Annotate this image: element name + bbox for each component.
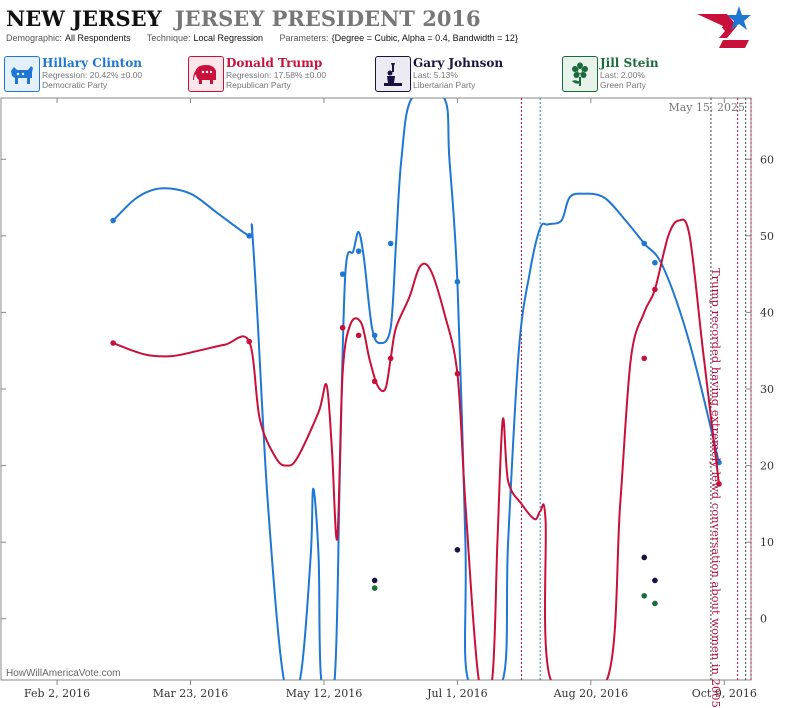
title-row: NEW JERSEY JERSEY PRESIDENT 2016: [6, 6, 706, 31]
candidate-card-johnson: Gary Johnson Last: 5.13% Libertarian Par…: [375, 56, 559, 92]
y-tick-label: 30: [760, 383, 774, 396]
y-tick-label: 10: [760, 536, 774, 549]
race-title: JERSEY PRESIDENT 2016: [174, 6, 481, 31]
parameters-label: Parameters:: [279, 33, 329, 43]
candidate-party: Republican Party: [226, 80, 291, 90]
data-point-hillary-clinton: [355, 248, 362, 254]
state-title: NEW JERSEY: [6, 6, 162, 31]
candidate-text-stein: Jill Stein Last: 2.00% Green Party: [600, 56, 659, 90]
date-stamp: May 15, 2025: [668, 101, 745, 114]
x-tick-label: Jul 1, 2016: [426, 687, 488, 700]
x-tick-label: Mar 23, 2016: [153, 687, 229, 700]
data-point-donald-trump: [355, 332, 362, 339]
candidate-text-johnson: Gary Johnson Last: 5.13% Libertarian Par…: [413, 56, 503, 90]
data-point-donald-trump: [454, 370, 461, 377]
candidate-party: Libertarian Party: [413, 80, 476, 90]
data-point-donald-trump: [387, 355, 394, 362]
event-annotation: Trump recorded having extremely lewd con…: [709, 268, 723, 708]
x-tick-label: Aug 20, 2016: [553, 687, 629, 700]
technique-value: Local Regression: [193, 33, 264, 43]
data-point-gary-johnson: [371, 577, 378, 584]
candidate-text-trump: Donald Trump Regression: 17.58% ±0.00 Re…: [226, 56, 326, 90]
site-logo-icon: [697, 6, 751, 48]
technique-label: Technique:: [146, 33, 191, 43]
flower-icon: [562, 56, 598, 92]
donkey-icon: [4, 56, 40, 92]
data-point-donald-trump: [339, 324, 346, 331]
y-tick-label: 0: [760, 613, 767, 626]
data-point-jill-stein: [641, 592, 648, 599]
data-point-donald-trump: [716, 481, 722, 487]
x-tick-label: Feb 2, 2016: [24, 687, 90, 700]
data-point-gary-johnson: [652, 577, 658, 584]
data-point-hillary-clinton: [246, 233, 253, 239]
series-line-donald-trump: [112, 218, 720, 680]
data-point-hillary-clinton: [339, 271, 346, 277]
site-watermark: HowWillAmericaVote.com: [6, 668, 121, 679]
y-tick-label: 60: [760, 153, 774, 166]
data-point-hillary-clinton: [454, 278, 461, 285]
candidate-stat: Regression: 20.42% ±0.00: [42, 70, 143, 80]
data-point-donald-trump: [652, 286, 658, 293]
candidate-stat: Last: 5.13%: [413, 70, 458, 80]
y-tick-label: 20: [760, 460, 774, 473]
candidate-stat: Last: 2.00%: [600, 70, 645, 80]
candidate-name: Jill Stein: [600, 56, 659, 70]
data-point-hillary-clinton: [371, 332, 378, 339]
candidate-card-clinton: Hillary Clinton Regression: 20.42% ±0.00…: [4, 56, 188, 92]
data-point-hillary-clinton: [387, 240, 394, 247]
candidate-text-clinton: Hillary Clinton Regression: 20.42% ±0.00…: [42, 56, 142, 90]
data-point-hillary-clinton: [652, 259, 658, 266]
chart-header: NEW JERSEY JERSEY PRESIDENT 2016 Demogra…: [6, 6, 706, 43]
parameters-value: {Degree = Cubic, Alpha = 0.4, Bandwidth …: [331, 33, 518, 43]
data-point-donald-trump: [371, 378, 378, 385]
data-point-gary-johnson: [454, 547, 461, 553]
data-point-jill-stein: [652, 600, 658, 607]
regression-chart: Feb 2, 2016 Mar 23, 2016 May 12, 2016 Jul 1…: [0, 97, 774, 700]
demographic-label: Demographic:: [6, 33, 63, 43]
candidate-party: Green Party: [600, 80, 646, 90]
plot-frame: [0, 97, 752, 681]
data-point-donald-trump: [110, 340, 116, 346]
data-point-gary-johnson: [641, 554, 648, 561]
parameters-row: Demographic: All Respondents Technique: Lo…: [6, 33, 706, 43]
elephant-icon: [188, 56, 224, 92]
series-line-hillary-clinton: [112, 98, 720, 680]
y-tick-label: 50: [760, 230, 774, 243]
candidate-name: Donald Trump: [226, 56, 323, 70]
x-tick-label: Oct 9, 2016: [692, 687, 757, 700]
data-point-donald-trump: [641, 355, 648, 362]
candidate-card-trump: Donald Trump Regression: 17.58% ±0.00 Re…: [188, 56, 372, 92]
data-point-donald-trump: [246, 338, 253, 345]
y-tick-label: 40: [760, 306, 774, 319]
candidate-name: Hillary Clinton: [42, 56, 142, 70]
candidate-party: Democratic Party: [42, 80, 108, 90]
x-tick-label: May 12, 2016: [286, 687, 363, 700]
demographic-value: All Respondents: [65, 33, 131, 43]
data-point-jill-stein: [371, 585, 378, 591]
candidate-card-stein: Jill Stein Last: 2.00% Green Party: [562, 56, 746, 92]
candidate-name: Gary Johnson: [413, 56, 504, 70]
data-point-hillary-clinton: [641, 240, 648, 247]
liberty-icon: [375, 56, 411, 92]
candidate-stat: Regression: 17.58% ±0.00: [226, 70, 327, 80]
data-point-hillary-clinton: [110, 217, 116, 224]
